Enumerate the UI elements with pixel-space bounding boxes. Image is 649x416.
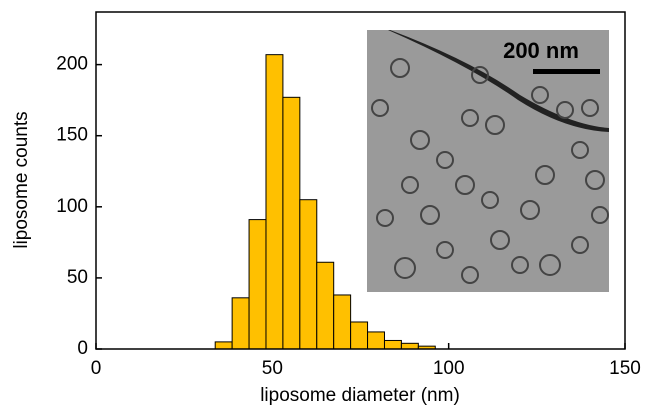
x-axis-label: liposome diameter (nm)	[260, 385, 460, 406]
y-axis-label: liposome counts	[11, 111, 32, 248]
bar	[333, 294, 352, 350]
bar	[350, 321, 369, 350]
bar	[248, 219, 267, 350]
bar	[400, 342, 419, 350]
y-tick-label: 200	[56, 54, 88, 75]
y-tick-label: 150	[56, 125, 88, 146]
bar	[231, 297, 250, 350]
bar	[367, 331, 385, 350]
inset-image	[367, 30, 609, 292]
plot-frame	[95, 11, 626, 350]
y-tick-label: 100	[56, 196, 88, 217]
x-tick-label: 150	[609, 358, 641, 379]
x-tick-label: 50	[262, 358, 283, 379]
bar	[299, 199, 318, 350]
bar	[214, 341, 233, 350]
x-tick-label: 100	[433, 358, 465, 379]
y-tick-label: 0	[77, 338, 88, 359]
bar	[282, 96, 301, 350]
bar	[265, 54, 284, 350]
bar	[383, 339, 402, 350]
inset-scale-label: 200 nm	[503, 38, 579, 63]
x-tick-label: 0	[91, 358, 102, 379]
y-tick-label: 50	[67, 267, 88, 288]
bar	[316, 261, 335, 350]
